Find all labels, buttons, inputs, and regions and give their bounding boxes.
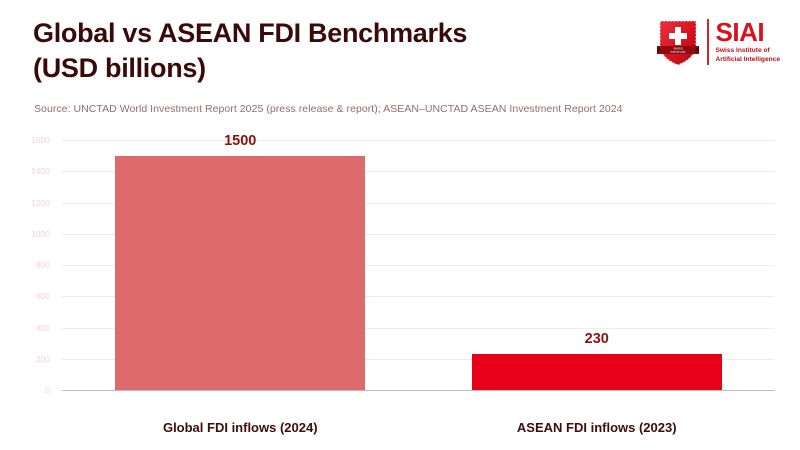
- gridline: [62, 140, 775, 141]
- bar[interactable]: 1500: [115, 133, 366, 390]
- y-axis-tick-label: 1200: [31, 197, 50, 208]
- gridline: [62, 202, 775, 204]
- y-axis-tick-label: 800: [35, 260, 50, 270]
- gridline: [62, 265, 775, 266]
- gridline: [62, 296, 775, 298]
- logo-divider: [706, 19, 709, 65]
- gridline: [62, 171, 775, 173]
- bar-value-label: 1500: [224, 132, 257, 149]
- x-axis-category-label: ASEAN FDI inflows (2023): [516, 420, 677, 435]
- page-title: Global vs ASEAN FDI Benchmarks (USD bill…: [33, 18, 468, 83]
- bar[interactable]: 230: [471, 331, 722, 390]
- y-axis-tick-label: 1600: [31, 135, 50, 145]
- gridline: [62, 327, 775, 329]
- y-axis-tick-label: 400: [35, 322, 50, 333]
- svg-text:INSTITUTE: INSTITUTE: [670, 50, 685, 54]
- source-note: Source: UNCTAD World Investment Report 2…: [34, 103, 623, 115]
- y-axis-tick-label: 1400: [31, 166, 50, 177]
- y-axis-tick-label: 1000: [31, 228, 50, 239]
- swiss-shield-cross-icon: SWISS INSTITUTE: [656, 17, 700, 67]
- bar-chart: 0 200 400 600 800 1000 1200 1400 1600 1500 Global …: [0, 124, 800, 450]
- plot-area: 0 200 400 600 800 1000 1200 1400 1600 1500 Global …: [31, 133, 775, 435]
- logo-wordmark-block: SIAI Swiss Institute of Artificial Intel…: [716, 19, 781, 64]
- gridline: [62, 358, 775, 360]
- logo-wordmark: SIAI: [715, 17, 765, 48]
- x-axis-category-label: Global FDI inflows (2024): [162, 420, 318, 435]
- y-axis-tick-label: 0: [45, 385, 50, 395]
- x-axis-line: [62, 390, 775, 391]
- logo-subtitle: Swiss Institute of Artificial Intelligen…: [715, 47, 781, 63]
- y-axis-tick-label: 200: [35, 353, 50, 364]
- title-block: Global vs ASEAN FDI Benchmarks (USD bill…: [33, 16, 633, 85]
- gridline: [62, 233, 775, 235]
- bar-value-label: 230: [584, 331, 609, 348]
- chart-header: Global vs ASEAN FDI Benchmarks (USD bill…: [0, 0, 800, 124]
- y-axis-tick-label: 600: [35, 291, 50, 302]
- siai-logo: SWISS INSTITUTE SIAI Swiss Institute of …: [656, 14, 781, 70]
- svg-text:SWISS: SWISS: [673, 46, 682, 50]
